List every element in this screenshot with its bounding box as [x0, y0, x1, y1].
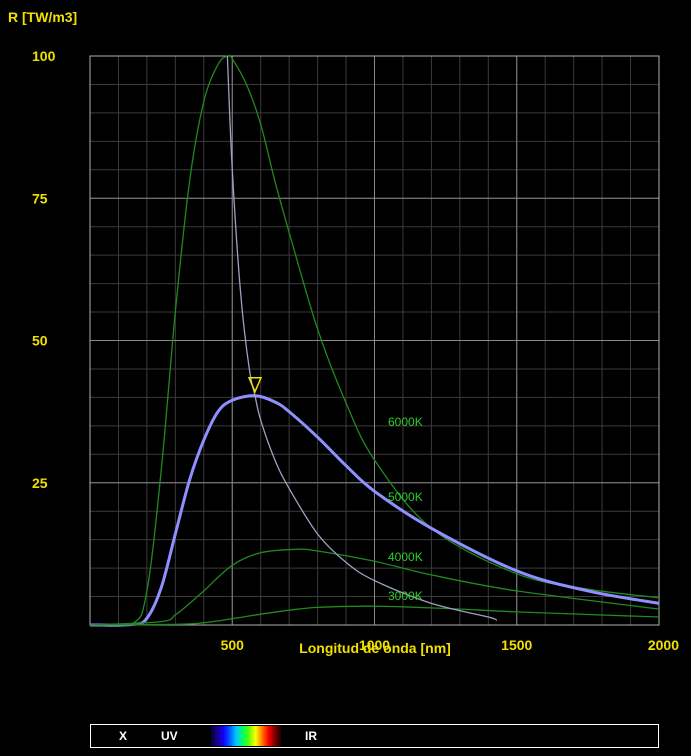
curve-3000k — [89, 605, 660, 626]
curve-6000k — [89, 54, 660, 627]
y-tick-label: 50 — [32, 333, 48, 349]
x-tick-label: 2000 — [648, 637, 679, 653]
x-tick-label: 500 — [221, 637, 245, 653]
curve-4000k — [89, 548, 660, 626]
curve-label-3000k: 3000K — [388, 589, 423, 603]
y-axis-label: R [TW/m3] — [8, 9, 77, 25]
curve-label-5000k: 5000K — [388, 490, 423, 504]
x-tick-label: 1000 — [359, 637, 390, 653]
peak-marker[interactable] — [247, 376, 263, 394]
peak-locus-curve — [226, 55, 498, 622]
uv-label: UV — [161, 729, 178, 743]
x-tick-label: 1500 — [501, 637, 532, 653]
ir-label: IR — [305, 729, 317, 743]
x-ray-label: X — [119, 729, 128, 743]
curve-5000k — [89, 394, 660, 627]
curves — [89, 54, 660, 627]
y-tick-label: 25 — [32, 475, 48, 491]
curve-labels: 6000K 5000K 4000K 3000K — [388, 415, 423, 603]
curve-label-4000k: 4000K — [388, 550, 423, 564]
x-tick-labels: 500 1000 1500 2000 — [221, 637, 680, 653]
visible-spectrum-band — [211, 726, 281, 746]
y-tick-label: 75 — [32, 190, 48, 206]
y-tick-labels: 25 50 75 100 — [32, 48, 56, 491]
peak-marker-layer — [247, 376, 263, 394]
y-tick-label: 100 — [32, 48, 56, 64]
spectrum-bar: X UV IR — [90, 724, 659, 748]
plot-area-border — [89, 55, 660, 626]
x-axis-label: Longitud de onda [nm] — [299, 640, 451, 656]
curve-label-6000k: 6000K — [388, 415, 423, 429]
